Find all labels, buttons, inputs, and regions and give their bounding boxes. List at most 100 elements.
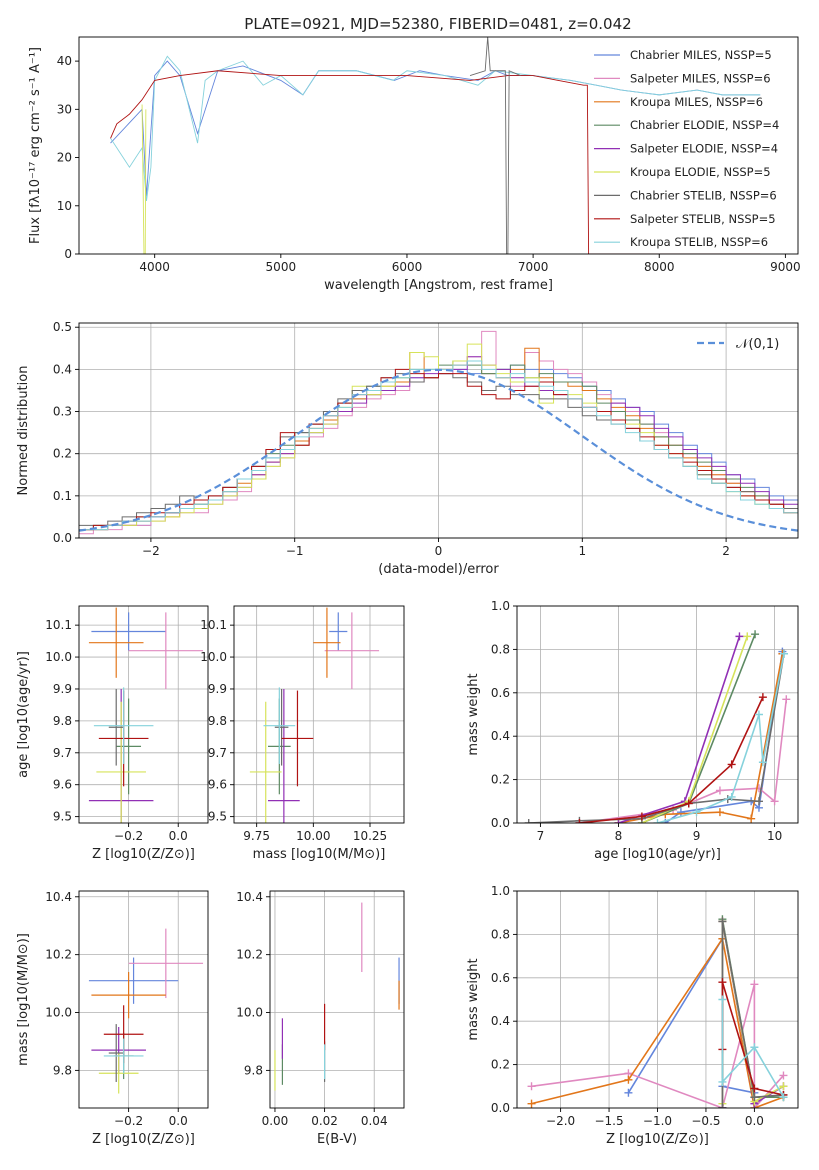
- x-tick-label: 9000: [770, 260, 801, 274]
- y-tick-label: 1.0: [491, 884, 510, 898]
- y-tick-label: 9.5: [208, 810, 227, 824]
- x-tick-label: 0: [435, 544, 443, 558]
- histogram-salpeter-stelib: [79, 368, 798, 531]
- legend-entry: Kroupa ELODIE, NSSP=5: [630, 165, 771, 179]
- legend-entry: Chabrier STELIB, NSSP=6: [630, 188, 777, 202]
- marker-kroupa-miles: [715, 808, 724, 817]
- marker-salpeter-stelib: [758, 693, 767, 702]
- y-tick-label: 10.1: [200, 618, 227, 632]
- y-tick-label: 0.0: [53, 531, 72, 545]
- legend-entry: Kroupa STELIB, NSSP=6: [630, 235, 768, 249]
- marker-kroupa-stelib: [718, 995, 727, 1004]
- y-tick-label: 0.3: [53, 405, 72, 419]
- series-salpeter-stelib: [110, 70, 761, 254]
- x-axis-label: E(B-V): [317, 1132, 357, 1147]
- x-tick-label: −2: [142, 544, 160, 558]
- y-tick-label: 9.8: [53, 1063, 72, 1077]
- y-axis-label: mass [log10(M/M⊙)]: [16, 933, 31, 1066]
- x-tick-label: 8000: [644, 260, 675, 274]
- panel-massweight-vs-Z: −2.0 −1.5 −1.0 −0.5 0.0 0.0 0.2 0.4 0.6 0.8 1.0 Z […: [466, 884, 799, 1147]
- x-tick-label: 1: [578, 544, 586, 558]
- marker-salpeter-stelib: [637, 812, 646, 821]
- x-tick-label: 10.00: [296, 829, 330, 843]
- x-axis-label: Z [log10(Z/Z⊙)]: [92, 847, 195, 862]
- normal-curve: [79, 368, 798, 532]
- legend-entry: Salpeter MILES, NSSP=6: [630, 71, 771, 85]
- x-tick-label: −0.2: [114, 829, 143, 843]
- y-tick-label: 0.4: [491, 729, 510, 743]
- plot-area-age-vs-mass: [249, 607, 380, 823]
- y-tick-label: 0: [64, 247, 72, 261]
- y-tick-label: 10.0: [236, 1006, 263, 1020]
- marker-chabrier-stelib: [718, 917, 727, 926]
- marker-chabrier-miles: [624, 1088, 633, 1097]
- marker-kroupa-miles: [527, 1099, 536, 1108]
- x-tick-label: 8: [615, 829, 623, 843]
- marker-salpeter-stelib: [718, 978, 727, 987]
- marker-kroupa-stelib: [692, 808, 701, 817]
- x-tick-label: 0.0: [169, 1114, 188, 1128]
- y-tick-label: 0.2: [53, 447, 72, 461]
- y-tick-label: 9.6: [53, 778, 72, 792]
- y-tick-label: 10: [57, 199, 72, 213]
- series-salpeter-miles: [531, 984, 785, 1108]
- legend-entry: Salpeter STELIB, NSSP=5: [630, 212, 776, 226]
- y-tick-label: 9.8: [208, 714, 227, 728]
- y-tick-label: 40: [57, 54, 72, 68]
- x-tick-label: −1: [286, 544, 304, 558]
- y-tick-label: 0.5: [53, 320, 72, 334]
- y-tick-label: 9.6: [208, 778, 227, 792]
- plot-area-massweight-vs-Z: [527, 915, 788, 1108]
- legend-entry: Kroupa MILES, NSSP=6: [630, 95, 763, 109]
- y-tick-label: 1.0: [491, 599, 510, 613]
- x-tick-label: 0.0: [745, 1114, 764, 1128]
- axes-frame: [78, 36, 799, 255]
- x-axis-label: wavelength [Angstrom, rest frame]: [324, 278, 553, 293]
- y-axis-label: age [log10(age/yr)]: [16, 651, 31, 778]
- x-tick-label: 7000: [518, 260, 549, 274]
- x-axis-label: (data-model)/error: [378, 562, 499, 577]
- y-tick-label: 9.9: [53, 682, 72, 696]
- y-tick-label: 9.8: [53, 714, 72, 728]
- marker-chabrier-stelib: [754, 797, 763, 806]
- axes-frame: [78, 605, 209, 824]
- y-tick-label: 0.6: [491, 971, 510, 985]
- y-tick-label: 10.1: [45, 618, 72, 632]
- panel-residuals: −2 −1 0 1 2 0.0 0.1 0.2 0.3 0.4 0.5 (data-model)/er…: [16, 320, 799, 577]
- marker-chabrier-stelib: [718, 1104, 727, 1108]
- x-tick-label: 0.02: [311, 1114, 338, 1128]
- x-tick-label: 9.75: [243, 829, 270, 843]
- legend-entry: 𝒩(0,1): [736, 337, 779, 352]
- series-kroupa-elodie: [141, 104, 147, 254]
- y-tick-label: 30: [57, 102, 72, 116]
- series-kroupa-stelib: [721, 999, 785, 1098]
- series-chabrier-stelib: [469, 37, 521, 254]
- y-tick-label: 10.0: [200, 650, 227, 664]
- x-tick-label: 0.00: [262, 1114, 289, 1128]
- marker-kroupa-miles: [747, 814, 756, 823]
- x-tick-label: 5000: [266, 260, 297, 274]
- y-tick-label: 0.0: [491, 1101, 510, 1115]
- marker-kroupa-stelib: [758, 758, 767, 767]
- y-tick-label: 0.4: [491, 1014, 510, 1028]
- y-tick-label: 0.8: [491, 642, 510, 656]
- y-tick-label: 10.4: [236, 890, 263, 904]
- x-axis-label: age [log10(age/yr)]: [594, 847, 721, 862]
- marker-salpeter-miles: [527, 1082, 536, 1091]
- y-tick-label: 0.6: [491, 686, 510, 700]
- y-tick-label: 10.2: [45, 948, 72, 962]
- legend-entry: Chabrier MILES, NSSP=5: [630, 48, 772, 62]
- x-tick-label: −2.0: [546, 1114, 575, 1128]
- y-tick-label: 9.7: [208, 746, 227, 760]
- x-tick-label: 10.25: [353, 829, 387, 843]
- axes-frame: [269, 890, 405, 1109]
- marker-salpeter-miles: [782, 695, 791, 704]
- legend-entry: Salpeter ELODIE, NSSP=4: [630, 142, 778, 156]
- marker-kroupa-stelib: [750, 1043, 759, 1052]
- x-tick-label: 7: [537, 829, 545, 843]
- y-tick-label: 20: [57, 151, 72, 165]
- y-axis-label: Normed distribution: [16, 366, 31, 496]
- y-tick-label: 0.4: [53, 362, 72, 376]
- marker-kroupa-elodie: [743, 632, 752, 641]
